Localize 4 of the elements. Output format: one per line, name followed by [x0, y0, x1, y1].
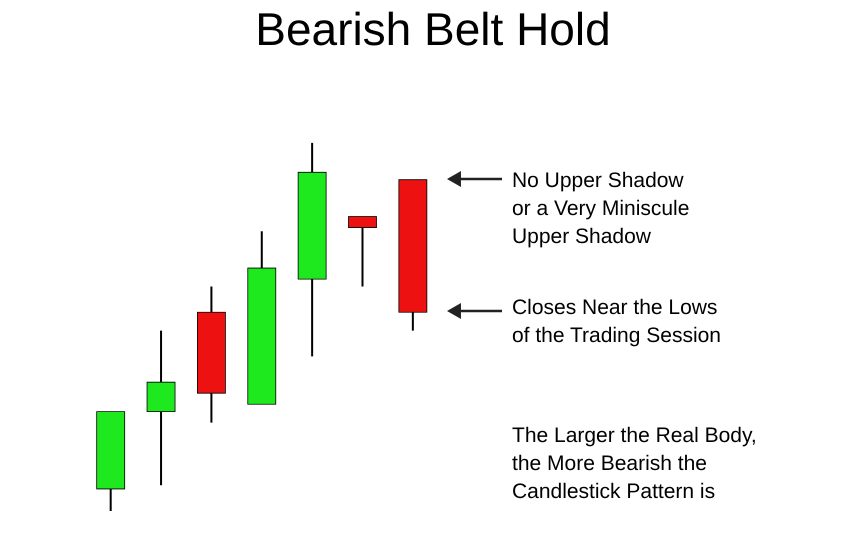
- text: Closes Near the Lows of the Trading Session: [512, 296, 721, 347]
- chart-title: Bearish Belt Hold: [255, 3, 611, 55]
- text: The Larger the Real Body, the More Bearish the Candlestick Pattern is: [512, 424, 757, 503]
- text: No Upper Shadow or a Very Miniscule Upper Shadow: [512, 169, 690, 248]
